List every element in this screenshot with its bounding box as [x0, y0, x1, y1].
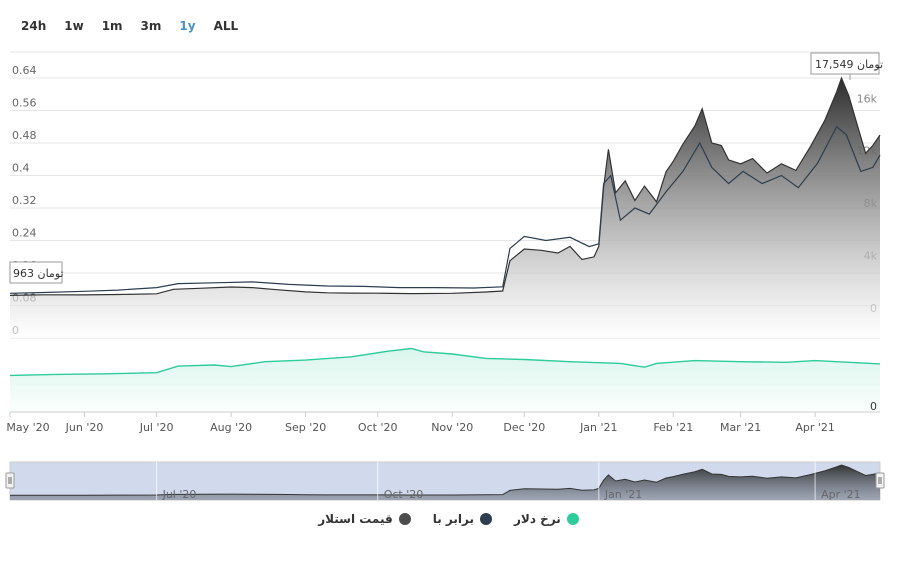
navigator-tick-label: Jan '21	[604, 488, 642, 501]
left-tick-label: 0.64	[12, 64, 37, 77]
legend-item-ratio[interactable]: برابر با	[433, 512, 492, 526]
price-line	[9, 76, 881, 296]
ratio-line	[9, 125, 881, 294]
range-button-1m[interactable]: 1m	[101, 19, 123, 33]
x-tick-label: Sep '20	[285, 421, 326, 434]
navigator-area	[10, 465, 880, 500]
left-tick-label: 0.48	[12, 129, 37, 142]
range-button-1w[interactable]: 1w	[64, 19, 84, 33]
legend-label-price: قیمت استلار	[318, 512, 393, 526]
annotation-max-box	[810, 52, 880, 75]
series-layer	[9, 76, 881, 412]
rate-area	[10, 348, 880, 412]
legend: نرخ دلار برابر با قیمت استلار	[0, 512, 897, 526]
range-button-all[interactable]: ALL	[213, 19, 239, 33]
navigator-tick-label: Oct '20	[384, 488, 424, 501]
navigator-handle-right[interactable]	[875, 472, 885, 489]
annotation-max: 17,549 تومان	[810, 52, 883, 80]
x-tick-label: Nov '20	[431, 421, 473, 434]
legend-dot-rate	[566, 513, 579, 525]
range-selector: 24h 1w 1m 3m 1y ALL	[12, 14, 247, 40]
annotation-left-box	[9, 261, 63, 284]
navigator-tick-label: Apr '21	[821, 488, 861, 501]
price-area	[10, 78, 880, 338]
x-tick-label: Apr '21	[795, 421, 835, 434]
left-tick-label: 0.24	[12, 227, 37, 240]
x-tick-label: May '20	[6, 421, 49, 434]
right-tick-label: 16k	[857, 92, 878, 105]
left-tick-label: 0.4	[12, 162, 30, 175]
legend-label-rate: نرخ دلار	[513, 512, 561, 526]
x-tick-label: Jun '20	[65, 421, 104, 434]
x-tick-label: Feb '21	[653, 421, 693, 434]
x-tick-label: Jul '20	[139, 421, 174, 434]
x-tick-label: Mar '21	[720, 421, 761, 434]
navigator-tick-label: Jul '20	[162, 488, 197, 501]
legend-item-price[interactable]: قیمت استلار	[318, 512, 411, 526]
range-button-1y[interactable]: 1y	[179, 19, 196, 33]
range-button-24h[interactable]: 24h	[21, 19, 47, 33]
left-tick-label: 0.32	[12, 194, 37, 207]
x-tick-label: Oct '20	[358, 421, 398, 434]
left-tick-label: 0.56	[12, 97, 37, 110]
legend-label-ratio: برابر با	[432, 512, 474, 526]
price-chart: 00.080.160.240.320.40.480.560.64 04k8k12…	[5, 51, 885, 501]
annotations: 963 تومان 17,549 تومان	[9, 52, 883, 284]
x-tick-label: Jan '21	[579, 421, 617, 434]
legend-dot-ratio	[479, 513, 492, 525]
annotation-left-label: 963 تومان	[13, 267, 64, 280]
navigator-handle-left[interactable]	[5, 472, 15, 489]
x-axis: May '20 Jun '20 Jul '20 Aug '20 Sep '20 Oct '…	[6, 412, 835, 434]
legend-dot-price	[398, 513, 411, 525]
x-tick-label: Aug '20	[210, 421, 252, 434]
annotation-max-label: 17,549 تومان	[815, 58, 883, 71]
x-tick-label: Dec '20	[503, 421, 545, 434]
legend-item-rate[interactable]: نرخ دلار	[514, 512, 579, 526]
navigator[interactable]: Jul '20 Oct '20 Jan '21 Apr '21	[5, 461, 885, 501]
rate-line	[9, 347, 881, 377]
navigator-line	[10, 464, 881, 496]
range-button-3m[interactable]: 3m	[140, 19, 162, 33]
annotation-left: 963 تومان	[9, 261, 64, 284]
